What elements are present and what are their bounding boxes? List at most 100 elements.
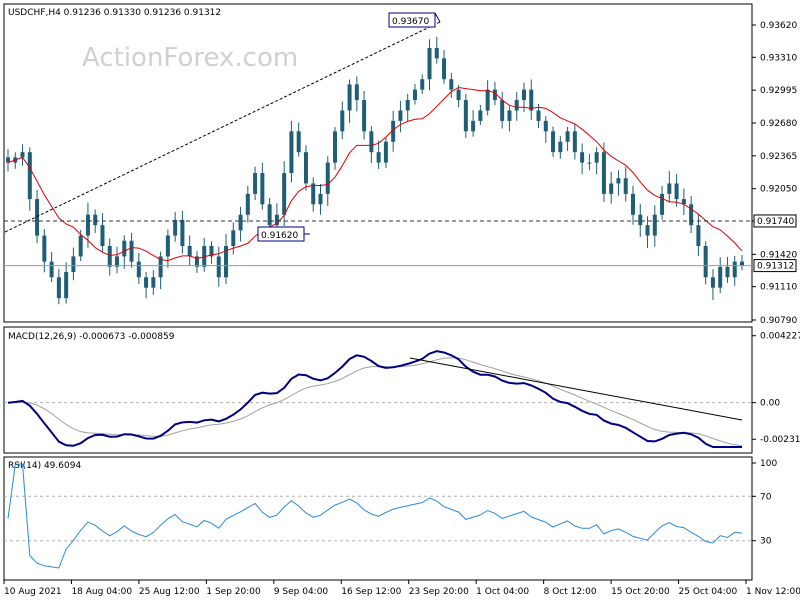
price-candle xyxy=(442,58,447,80)
price-candle xyxy=(318,193,323,205)
price-candle xyxy=(56,277,61,299)
price-candle xyxy=(630,193,635,215)
price-candle xyxy=(427,47,432,80)
price-candle xyxy=(115,256,120,267)
macd-panel-frame xyxy=(3,326,753,454)
price-candle xyxy=(267,204,272,226)
macd-title: MACD(12,26,9) -0.000673 -0.000859 xyxy=(8,332,175,342)
price-header: USDCHF,H4 0.91236 0.91330 0.91236 0.9131… xyxy=(8,8,221,18)
price-candle xyxy=(129,240,134,262)
price-candle xyxy=(492,89,497,101)
price-candle xyxy=(78,235,83,257)
price-candle xyxy=(529,89,534,111)
price-candle xyxy=(325,162,330,194)
price-candle xyxy=(594,152,599,163)
x-tick-label: 25 Aug 12:00 xyxy=(139,587,200,597)
price-candle xyxy=(434,47,439,59)
price-candle xyxy=(35,199,40,236)
price-candle xyxy=(514,100,519,111)
price-candle xyxy=(245,193,250,215)
price-candle xyxy=(64,272,69,299)
price-candle xyxy=(282,173,287,215)
price-candle xyxy=(49,261,54,278)
price-candle xyxy=(740,261,744,266)
price-candle xyxy=(521,89,526,101)
rsi-title: RSI(14) 49.6094 xyxy=(8,461,81,471)
price-candle xyxy=(224,245,229,278)
x-tick-label: 15 Oct 20:00 xyxy=(611,587,670,597)
price-candle xyxy=(420,79,425,90)
price-candle xyxy=(725,266,730,278)
x-tick-label: 23 Sep 20:00 xyxy=(409,587,469,597)
x-tick-label: 16 Sep 12:00 xyxy=(341,587,401,597)
hline-price-box xyxy=(753,214,797,228)
x-tick-label: 8 Oct 12:00 xyxy=(544,587,597,597)
price-candle xyxy=(136,261,141,278)
trendline-dashed xyxy=(4,21,441,233)
rsi-line xyxy=(7,463,743,569)
price-candle xyxy=(180,219,185,246)
price-candle xyxy=(216,256,221,278)
price-candle xyxy=(601,152,606,194)
x-tick-label: 9 Sep 04:00 xyxy=(274,587,329,597)
low-label: 0.91620 xyxy=(261,231,298,241)
price-candle xyxy=(667,183,672,194)
high-label: 0.93670 xyxy=(392,17,429,27)
macd-trendline xyxy=(409,357,743,421)
price-candle xyxy=(376,152,381,163)
price-candle xyxy=(572,131,577,153)
price-candle xyxy=(158,256,163,278)
price-candle xyxy=(500,100,505,121)
price-candle xyxy=(580,152,585,163)
price-candle xyxy=(710,277,715,288)
price-candle xyxy=(144,277,149,288)
current-price-box xyxy=(753,259,797,273)
x-tick-label: 1 Oct 04:00 xyxy=(476,587,529,597)
price-candle xyxy=(703,245,708,278)
current-price-label: 0.91312 xyxy=(757,262,794,272)
macd-y-tick-label: 0.00 xyxy=(760,399,780,409)
price-candle xyxy=(449,79,454,90)
macd-y-tick-label: 0.004227 xyxy=(760,332,800,342)
price-candle xyxy=(311,183,316,205)
watermark: ActionForex.com xyxy=(82,43,298,73)
rsi-panel-frame xyxy=(3,456,753,581)
price-candle xyxy=(507,110,512,121)
macd-y-tick-label: -0.00231 xyxy=(760,435,800,445)
price-y-tick-label: 0.92995 xyxy=(760,86,797,96)
price-candle xyxy=(173,219,178,236)
price-candle xyxy=(340,110,345,132)
price-candle xyxy=(383,141,388,163)
hline-price-label: 0.91740 xyxy=(757,217,794,227)
price-candle xyxy=(587,162,592,164)
price-candle xyxy=(93,214,98,226)
price-candle xyxy=(609,183,614,194)
price-candle xyxy=(412,89,417,101)
price-candle xyxy=(194,256,199,267)
x-tick-label: 1 Sep 20:00 xyxy=(206,587,261,597)
price-candle xyxy=(405,100,410,111)
price-y-tick-label: 0.93310 xyxy=(760,53,797,63)
rsi-y-tick-label: 30 xyxy=(760,537,772,547)
price-candle xyxy=(674,183,679,200)
price-candle xyxy=(681,199,686,205)
price-candle xyxy=(551,131,556,153)
price-candle xyxy=(696,225,701,246)
price-candle xyxy=(100,225,105,246)
price-candle xyxy=(660,193,665,215)
high-label-box xyxy=(388,12,436,28)
price-candle xyxy=(652,214,657,236)
price-candle xyxy=(209,245,214,257)
price-candle xyxy=(6,157,10,163)
price-candle xyxy=(274,214,279,226)
price-candle xyxy=(485,89,490,111)
price-candle xyxy=(689,204,694,226)
price-candle xyxy=(85,214,90,236)
price-candle xyxy=(20,152,25,158)
price-candle xyxy=(398,110,403,121)
price-candle xyxy=(478,110,483,121)
price-candle xyxy=(333,131,338,163)
rsi-y-tick-label: 100 xyxy=(760,459,777,469)
price-candle xyxy=(463,100,468,132)
